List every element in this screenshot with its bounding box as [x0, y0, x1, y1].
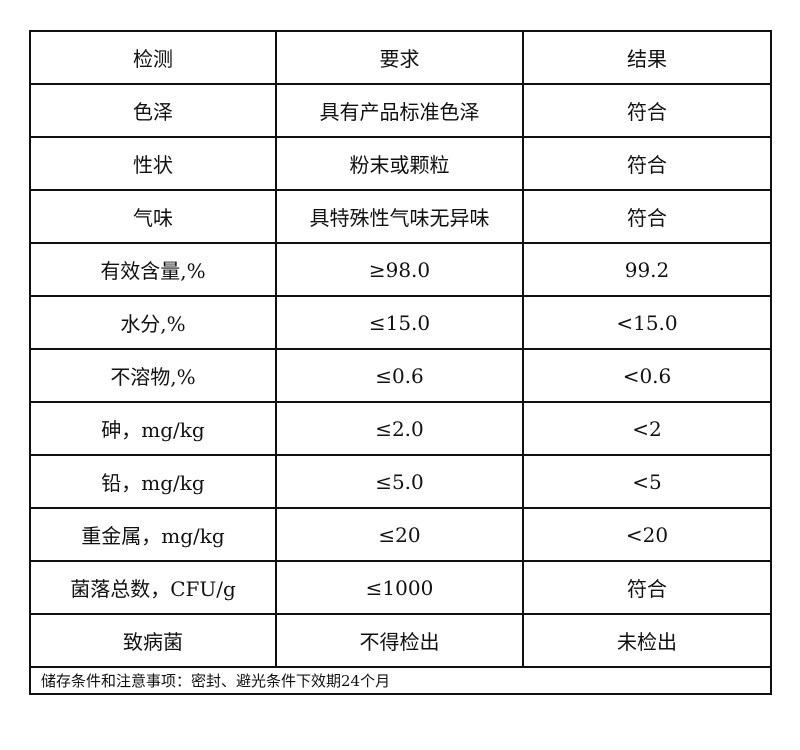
cell-item: 菌落总数，CFU/g — [29, 560, 277, 615]
table-row: 不溶物,% ≤0.6 <0.6 — [29, 348, 772, 403]
cell-item: 色泽 — [29, 83, 277, 138]
cell-requirement: ≤15.0 — [275, 295, 524, 350]
cell-requirement: ≤1000 — [275, 560, 524, 615]
cell-requirement: ≤0.6 — [275, 348, 524, 403]
cell-result: <0.6 — [522, 348, 772, 403]
cell-requirement: ≤5.0 — [275, 454, 524, 509]
header-row: 检测 要求 结果 — [29, 30, 772, 85]
cell-item: 气味 — [29, 189, 277, 244]
cell-requirement: ≥98.0 — [275, 242, 524, 297]
cell-result: 符合 — [522, 560, 772, 615]
cell-requirement: ≤2.0 — [275, 401, 524, 456]
footer-row: 储存条件和注意事项：密封、避光条件下效期24个月 — [29, 666, 772, 695]
table-row: 气味 具特殊性气味无异味 符合 — [29, 189, 772, 244]
cell-requirement: 粉末或颗粒 — [275, 136, 524, 191]
table-row: 菌落总数，CFU/g ≤1000 符合 — [29, 560, 772, 615]
cell-result: <2 — [522, 401, 772, 456]
table-row: 铅，mg/kg ≤5.0 <5 — [29, 454, 772, 509]
cell-item: 水分,% — [29, 295, 277, 350]
cell-item: 重金属，mg/kg — [29, 507, 277, 562]
cell-result: 符合 — [522, 83, 772, 138]
storage-note: 储存条件和注意事项：密封、避光条件下效期24个月 — [29, 666, 772, 695]
header-cell-result: 结果 — [522, 30, 772, 85]
cell-item: 有效含量,% — [29, 242, 277, 297]
table-row: 致病菌 不得检出 未检出 — [29, 613, 772, 668]
cell-item: 性状 — [29, 136, 277, 191]
header-cell-requirement: 要求 — [275, 30, 524, 85]
cell-item: 砷，mg/kg — [29, 401, 277, 456]
spec-table: 检测 要求 结果 色泽 具有产品标准色泽 符合 性状 粉末或颗粒 符合 气味 具特殊性气味无异… — [29, 30, 772, 695]
table-row: 水分,% ≤15.0 <15.0 — [29, 295, 772, 350]
table-row: 重金属，mg/kg ≤20 <20 — [29, 507, 772, 562]
cell-requirement: 具有产品标准色泽 — [275, 83, 524, 138]
table-row: 有效含量,% ≥98.0 99.2 — [29, 242, 772, 297]
cell-requirement: 具特殊性气味无异味 — [275, 189, 524, 244]
cell-result: 符合 — [522, 189, 772, 244]
cell-result: <5 — [522, 454, 772, 509]
cell-requirement: 不得检出 — [275, 613, 524, 668]
cell-result: 未检出 — [522, 613, 772, 668]
cell-result: 99.2 — [522, 242, 772, 297]
cell-item: 铅，mg/kg — [29, 454, 277, 509]
cell-result: 符合 — [522, 136, 772, 191]
cell-requirement: ≤20 — [275, 507, 524, 562]
table-row: 砷，mg/kg ≤2.0 <2 — [29, 401, 772, 456]
cell-result: <20 — [522, 507, 772, 562]
cell-result: <15.0 — [522, 295, 772, 350]
cell-item: 不溶物,% — [29, 348, 277, 403]
cell-item: 致病菌 — [29, 613, 277, 668]
table-row: 性状 粉末或颗粒 符合 — [29, 136, 772, 191]
table-row: 色泽 具有产品标准色泽 符合 — [29, 83, 772, 138]
header-cell-test: 检测 — [29, 30, 277, 85]
